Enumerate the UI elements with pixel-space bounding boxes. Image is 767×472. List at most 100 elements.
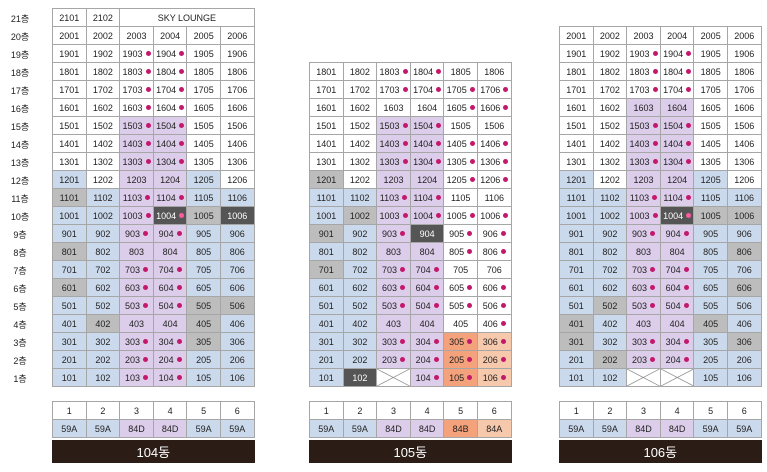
unit-cell-806[interactable]: 806 <box>477 242 512 261</box>
unit-cell-603[interactable]: 603 <box>626 278 661 297</box>
unit-cell-1905[interactable]: 1905 <box>693 44 728 63</box>
unit-cell-1805[interactable]: 1805 <box>443 62 478 81</box>
unit-cell-606[interactable]: 606 <box>727 278 762 297</box>
unit-cell-1105[interactable]: 1105 <box>186 188 221 207</box>
unit-cell-1802[interactable]: 1802 <box>592 62 628 81</box>
unit-cell-101[interactable]: 101 <box>559 368 594 387</box>
unit-cell-404[interactable]: 404 <box>659 314 695 333</box>
unit-cell-503[interactable]: 503 <box>376 296 411 315</box>
unit-cell-302[interactable]: 302 <box>342 332 378 351</box>
unit-cell-803[interactable]: 803 <box>626 242 661 261</box>
unit-cell-1506[interactable]: 1506 <box>477 116 512 135</box>
unit-cell-901[interactable]: 901 <box>309 224 344 243</box>
unit-cell-2002[interactable]: 2002 <box>85 26 121 45</box>
unit-cell-1006[interactable]: 1006 <box>220 206 255 225</box>
unit-cell-2001[interactable]: 2001 <box>52 26 87 45</box>
unit-cell-706[interactable]: 706 <box>477 260 512 279</box>
unit-cell-1204[interactable]: 1204 <box>409 170 445 189</box>
unit-cell-1604[interactable]: 1604 <box>152 98 188 117</box>
unit-cell-2002[interactable]: 2002 <box>592 26 628 45</box>
unit-cell-705[interactable]: 705 <box>693 260 728 279</box>
unit-cell-1406[interactable]: 1406 <box>727 134 762 153</box>
unit-cell-403[interactable]: 403 <box>119 314 154 333</box>
unit-cell-1606[interactable]: 1606 <box>477 98 512 117</box>
unit-cell-1602[interactable]: 1602 <box>342 98 378 117</box>
unit-cell-1104[interactable]: 1104 <box>409 188 445 207</box>
unit-cell-1402[interactable]: 1402 <box>592 134 628 153</box>
unit-cell-1205[interactable]: 1205 <box>443 170 478 189</box>
unit-cell-106[interactable]: 106 <box>727 368 762 387</box>
unit-cell-1701[interactable]: 1701 <box>309 80 344 99</box>
unit-cell-1501[interactable]: 1501 <box>52 116 87 135</box>
unit-cell-1301[interactable]: 1301 <box>52 152 87 171</box>
unit-cell-1704[interactable]: 1704 <box>409 80 445 99</box>
unit-cell-701[interactable]: 701 <box>52 260 87 279</box>
unit-cell-1005[interactable]: 1005 <box>443 206 478 225</box>
unit-cell-604[interactable]: 604 <box>409 278 445 297</box>
unit-cell-1205[interactable]: 1205 <box>693 170 728 189</box>
unit-cell-1004[interactable]: 1004 <box>659 206 695 225</box>
unit-cell-306[interactable]: 306 <box>220 332 255 351</box>
unit-cell-1703[interactable]: 1703 <box>376 80 411 99</box>
unit-cell-1305[interactable]: 1305 <box>693 152 728 171</box>
unit-cell-1302[interactable]: 1302 <box>342 152 378 171</box>
unit-cell-406[interactable]: 406 <box>727 314 762 333</box>
unit-cell-902[interactable]: 902 <box>342 224 378 243</box>
unit-cell-706[interactable]: 706 <box>220 260 255 279</box>
unit-cell-1205[interactable]: 1205 <box>186 170 221 189</box>
unit-cell-203[interactable]: 203 <box>626 350 661 369</box>
unit-cell-306[interactable]: 306 <box>477 332 512 351</box>
unit-cell-1801[interactable]: 1801 <box>559 62 594 81</box>
unit-cell-1805[interactable]: 1805 <box>693 62 728 81</box>
unit-cell-906[interactable]: 906 <box>220 224 255 243</box>
unit-cell-201[interactable]: 201 <box>52 350 87 369</box>
unit-cell-603[interactable]: 603 <box>376 278 411 297</box>
unit-cell-1002[interactable]: 1002 <box>342 206 378 225</box>
unit-cell-606[interactable]: 606 <box>220 278 255 297</box>
unit-cell-606[interactable]: 606 <box>477 278 512 297</box>
unit-cell-1604[interactable]: 1604 <box>659 98 695 117</box>
unit-cell-1605[interactable]: 1605 <box>443 98 478 117</box>
unit-cell-1102[interactable]: 1102 <box>85 188 121 207</box>
unit-cell-1702[interactable]: 1702 <box>592 80 628 99</box>
unit-cell-703[interactable]: 703 <box>119 260 154 279</box>
unit-cell-1802[interactable]: 1802 <box>85 62 121 81</box>
unit-cell-1201[interactable]: 1201 <box>559 170 594 189</box>
unit-cell-906[interactable]: 906 <box>477 224 512 243</box>
unit-cell-705[interactable]: 705 <box>443 260 478 279</box>
unit-cell-804[interactable]: 804 <box>659 242 695 261</box>
unit-cell-501[interactable]: 501 <box>309 296 344 315</box>
unit-cell-904[interactable]: 904 <box>409 224 445 243</box>
unit-cell-906[interactable]: 906 <box>727 224 762 243</box>
unit-cell-1506[interactable]: 1506 <box>220 116 255 135</box>
unit-cell-1106[interactable]: 1106 <box>727 188 762 207</box>
unit-cell-1601[interactable]: 1601 <box>309 98 344 117</box>
unit-cell-1004[interactable]: 1004 <box>152 206 188 225</box>
unit-cell-204[interactable]: 204 <box>659 350 695 369</box>
unit-cell-1803[interactable]: 1803 <box>376 62 411 81</box>
unit-cell-1001[interactable]: 1001 <box>559 206 594 225</box>
unit-cell-902[interactable]: 902 <box>85 224 121 243</box>
unit-cell-1504[interactable]: 1504 <box>659 116 695 135</box>
unit-cell-1106[interactable]: 1106 <box>477 188 512 207</box>
unit-cell-401[interactable]: 401 <box>309 314 344 333</box>
unit-cell-1803[interactable]: 1803 <box>626 62 661 81</box>
unit-cell-1405[interactable]: 1405 <box>443 134 478 153</box>
unit-cell-1505[interactable]: 1505 <box>693 116 728 135</box>
unit-cell-1503[interactable]: 1503 <box>376 116 411 135</box>
unit-cell-1401[interactable]: 1401 <box>559 134 594 153</box>
unit-cell-1405[interactable]: 1405 <box>186 134 221 153</box>
unit-cell-1703[interactable]: 1703 <box>119 80 154 99</box>
unit-cell-504[interactable]: 504 <box>659 296 695 315</box>
unit-cell-202[interactable]: 202 <box>342 350 378 369</box>
unit-cell-1501[interactable]: 1501 <box>309 116 344 135</box>
unit-cell-206[interactable]: 206 <box>727 350 762 369</box>
unit-cell-1706[interactable]: 1706 <box>220 80 255 99</box>
unit-cell-305[interactable]: 305 <box>443 332 478 351</box>
unit-cell-701[interactable]: 701 <box>309 260 344 279</box>
unit-cell-401[interactable]: 401 <box>52 314 87 333</box>
unit-cell-1704[interactable]: 1704 <box>659 80 695 99</box>
unit-cell-1904[interactable]: 1904 <box>659 44 695 63</box>
unit-cell-1903[interactable]: 1903 <box>119 44 154 63</box>
unit-cell-2102[interactable]: 2102 <box>85 8 121 27</box>
